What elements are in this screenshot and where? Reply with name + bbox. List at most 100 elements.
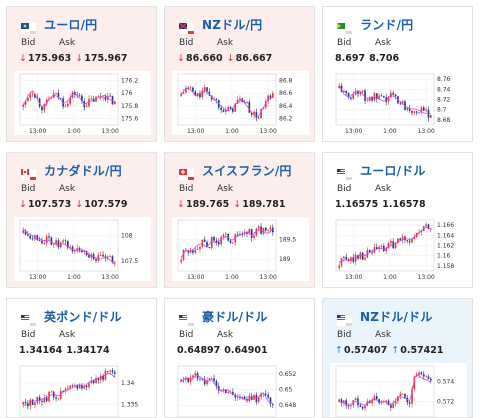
candle-body — [62, 391, 64, 392]
rate-card[interactable]: NZドル/ドル Bid Ask ↑0.57407 ↑0.57421 0.574 0.572 — [322, 298, 473, 418]
candlestick-chart[interactable]: 0.574 0.572 — [330, 363, 467, 417]
y-tick-label: 175.6 — [121, 116, 138, 123]
candle-body — [189, 250, 192, 253]
rate-card[interactable]: 英ポンド/ドル Bid Ask 1.34164 1.34174 1.34 1.335 — [6, 298, 157, 418]
candle-body — [185, 377, 187, 380]
candle-body — [257, 397, 260, 402]
rate-card[interactable]: スイスフラン/円 Bid Ask ↓189.765 ↓189.781 189.5 189 13… — [164, 152, 315, 288]
candle-body — [392, 403, 395, 408]
candle-body — [199, 378, 201, 380]
y-tick-label: 175.8 — [121, 103, 138, 110]
candlestick-chart[interactable]: 8.76 8.74 8.72 8.7 8.68 13:00 1:00 13:00 — [330, 71, 467, 135]
card-header: スイスフラン/円 — [179, 162, 292, 180]
candlestick-chart[interactable]: 86.8 86.6 86.4 86.2 13:00 1:00 13:00 — [172, 71, 309, 135]
candle-body — [236, 234, 239, 236]
candle-body — [415, 111, 418, 113]
chart-svg: 189.5 189 13:00 1:00 13:00 — [177, 219, 296, 281]
candle-body — [104, 96, 107, 100]
x-tick-label: 13:00 — [418, 128, 435, 135]
y-tick-label: 8.72 — [437, 97, 451, 104]
arrow-down-icon: ↓ — [19, 199, 27, 210]
candle-body — [267, 394, 269, 398]
candle-body — [99, 254, 102, 256]
ask-number: 8.706 — [369, 53, 400, 64]
candle-body — [234, 394, 237, 398]
candle-body — [189, 87, 192, 89]
candlestick-chart[interactable]: 1.34 1.335 — [14, 363, 151, 417]
candlestick-chart[interactable]: 1.166 1.164 1.162 1.16 1.158 13:00 1:00 13:00 — [330, 217, 467, 281]
y-tick-label: 1.34 — [121, 380, 135, 387]
currency-pair-link[interactable]: ユーロ/ドル — [360, 163, 426, 178]
currency-pair-link[interactable]: ランド/円 — [360, 17, 414, 32]
currency-pair-link[interactable]: スイスフラン/円 — [202, 163, 292, 178]
candle-body — [52, 244, 55, 245]
candle-body — [194, 91, 197, 96]
candle-body — [255, 111, 258, 118]
currency-pair-link[interactable]: カナダドル/円 — [44, 163, 122, 178]
candle-body — [85, 106, 88, 108]
candle-body — [250, 229, 253, 238]
x-tick-label: 1:00 — [383, 128, 397, 135]
candle-body — [425, 376, 427, 378]
x-tick-label: 1:00 — [67, 274, 81, 281]
candle-body — [64, 240, 67, 242]
ask-number: 107.579 — [84, 199, 128, 210]
us-flag-icon — [179, 311, 194, 326]
candlestick-chart[interactable]: 176.2 176 175.8 175.6 13:00 1:00 13:00 — [14, 71, 151, 135]
candle-body — [364, 90, 366, 101]
rate-card[interactable]: 豪ドル/ドル Bid Ask 0.64897 0.64901 0.652 0.65 0.648 — [164, 298, 315, 418]
eu-flag-icon — [21, 19, 36, 34]
candlestick-chart[interactable]: 0.652 0.65 0.648 — [172, 363, 309, 417]
candle-body — [201, 90, 204, 98]
candlestick-chart[interactable]: 108 107.5 13:00 1:00 13:00 — [14, 217, 151, 281]
rate-card[interactable]: ランド/円 Bid Ask 8.697 8.706 8.76 8.74 8.72 8.7 8.68… — [322, 6, 473, 142]
currency-pair-link[interactable]: 英ポンド/ドル — [44, 309, 122, 324]
card-header: 英ポンド/ドル — [21, 308, 122, 326]
candle-body — [253, 111, 255, 115]
ask-label: Ask — [59, 184, 76, 194]
candle-body — [210, 378, 213, 380]
candle-body — [64, 388, 67, 392]
candle-body — [55, 240, 57, 245]
y-tick-label: 1.158 — [437, 263, 454, 270]
candle-body — [104, 370, 107, 380]
candle-body — [264, 227, 267, 231]
candle-body — [106, 370, 109, 372]
candle-body — [418, 112, 420, 114]
candle-body — [257, 117, 260, 119]
candle-body — [111, 95, 114, 105]
candle-body — [378, 399, 380, 403]
candle-body — [361, 252, 364, 260]
currency-pair-link[interactable]: 豪ドル/ドル — [202, 309, 268, 324]
currency-pair-link[interactable]: NZドル/ドル — [360, 309, 433, 324]
rate-card[interactable]: カナダドル/円 Bid Ask ↓107.573 ↓107.579 108 107.5 13:… — [6, 152, 157, 288]
currency-pair-link[interactable]: ユーロ/円 — [44, 17, 98, 32]
moving-average-line — [23, 372, 116, 406]
rate-card[interactable]: ユーロ/円 Bid Ask ↓175.963 ↓175.967 176.2 176 175.8… — [6, 6, 157, 142]
candle-body — [201, 379, 204, 381]
candle-body — [347, 405, 350, 407]
candle-body — [272, 93, 274, 98]
moving-average-line — [339, 226, 431, 263]
currency-pair-link[interactable]: NZドル/円 — [202, 17, 263, 32]
candle-body — [241, 396, 244, 398]
rate-card[interactable]: ユーロ/ドル Bid Ask 1.16575 1.16578 1.166 1.164 1.16… — [322, 152, 473, 288]
x-tick-label: 13:00 — [345, 128, 362, 135]
rate-card[interactable]: NZドル/円 Bid Ask ↓86.660 ↓86.667 86.8 86.6 86.4 86… — [164, 6, 315, 142]
candle-body — [24, 401, 27, 404]
y-tick-label: 1.16 — [437, 253, 451, 260]
ask-number: 1.16578 — [382, 199, 426, 210]
candle-body — [418, 372, 420, 376]
candle-body — [387, 400, 390, 406]
ask-label: Ask — [59, 38, 76, 48]
candle-body — [364, 257, 366, 260]
arrow-up-icon: ↑ — [391, 345, 400, 356]
candle-body — [222, 109, 225, 112]
candlestick-chart[interactable]: 189.5 189 13:00 1:00 13:00 — [172, 217, 309, 281]
ask-number: 1.34174 — [66, 345, 110, 356]
bid-value: ↑0.57407 — [335, 345, 387, 356]
bid-ask-values: ↓189.765 ↓189.781 — [177, 199, 290, 210]
candle-body — [243, 232, 246, 235]
candle-body — [67, 103, 69, 107]
